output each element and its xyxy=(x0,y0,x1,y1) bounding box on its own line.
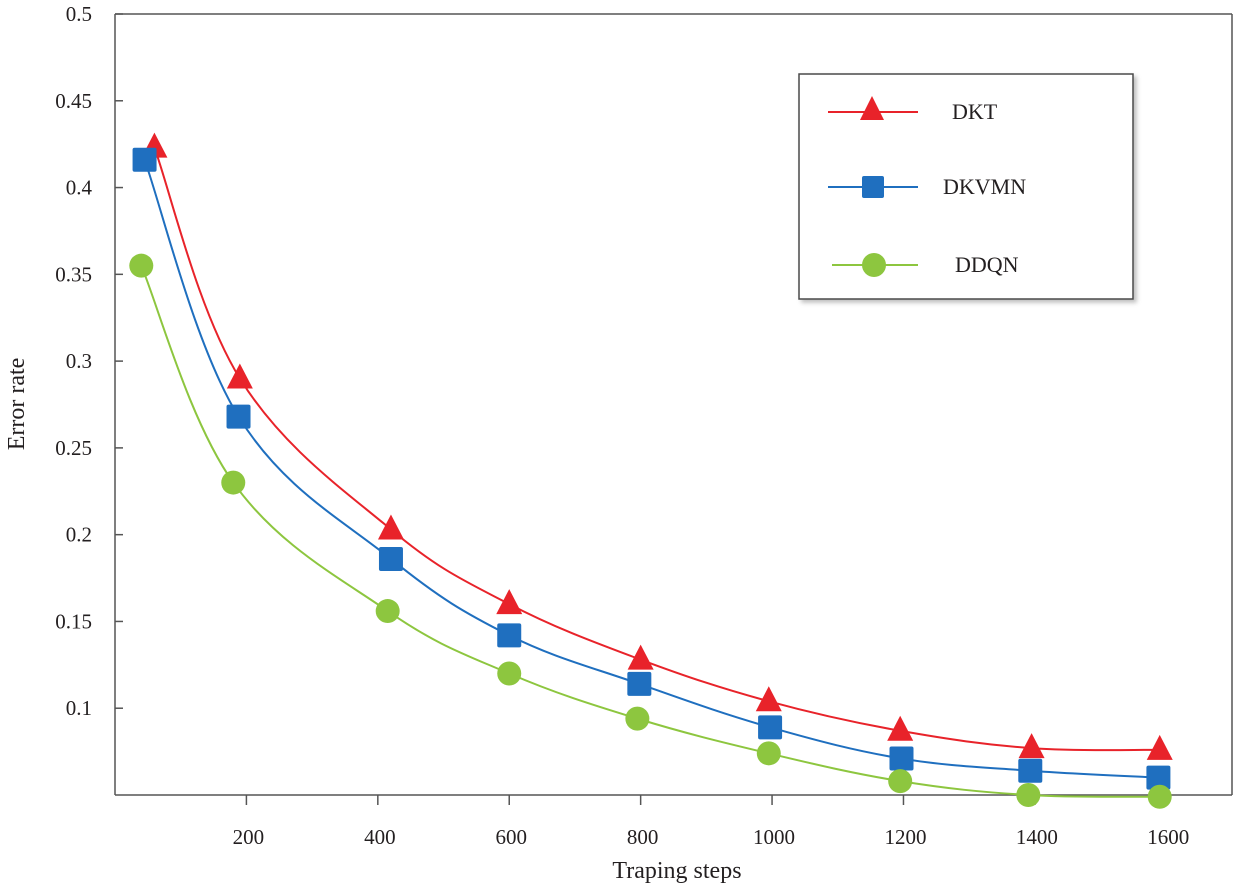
data-point-dkt xyxy=(1146,734,1173,760)
y-tick-label: 0.3 xyxy=(66,349,92,373)
x-axis-title: Traping steps xyxy=(612,858,741,884)
x-tick-label: 400 xyxy=(364,825,396,849)
series-layer xyxy=(129,132,1173,809)
data-point-dkt xyxy=(226,363,253,389)
y-tick-label: 0.45 xyxy=(55,89,92,113)
legend-label-ddqn: DDQN xyxy=(955,252,1019,277)
data-point-dkvmn xyxy=(889,746,914,771)
data-point-ddqn xyxy=(756,741,781,766)
x-tick-label: 1600 xyxy=(1147,825,1189,849)
legend-item-dkvmn: DKVMN xyxy=(828,174,1026,199)
legend-label-dkt: DKT xyxy=(952,99,998,124)
data-point-ddqn xyxy=(1016,783,1041,807)
x-tick-label: 1200 xyxy=(884,825,926,849)
data-point-ddqn xyxy=(625,706,650,731)
data-point-dkt xyxy=(755,686,782,712)
data-point-dkvmn xyxy=(1018,758,1043,783)
x-tick-label: 600 xyxy=(495,825,527,849)
data-point-dkt xyxy=(377,514,404,540)
y-ticks: 0.1 0.15 0.2 0.25 0.3 0.35 0.4 0.45 0.5 xyxy=(55,2,123,720)
data-point-dkt xyxy=(496,589,523,615)
data-point-dkvmn xyxy=(627,671,652,696)
legend-item-ddqn: DDQN xyxy=(832,252,1019,277)
data-point-dkvmn xyxy=(1146,765,1171,790)
data-point-dkt xyxy=(887,715,914,741)
data-point-ddqn xyxy=(375,599,400,624)
y-tick-label: 0.1 xyxy=(66,696,92,720)
y-tick-label: 0.4 xyxy=(66,176,93,200)
data-point-ddqn xyxy=(129,253,154,278)
x-tick-label: 1400 xyxy=(1016,825,1058,849)
x-tick-label: 200 xyxy=(233,825,265,849)
legend-marker-ddqn xyxy=(862,253,886,277)
y-tick-label: 0.2 xyxy=(66,523,92,547)
y-tick-label: 0.15 xyxy=(55,609,92,633)
data-point-ddqn xyxy=(1147,784,1172,809)
data-point-dkt xyxy=(627,644,654,670)
legend-marker-dkt xyxy=(860,96,884,120)
x-tick-label: 1000 xyxy=(753,825,795,849)
legend-marker-dkvmn xyxy=(862,176,884,198)
x-ticks: 200 400 600 800 1000 1200 1400 1600 xyxy=(233,795,1189,849)
y-axis-title: Error rate xyxy=(4,358,30,451)
data-point-dkvmn xyxy=(758,715,783,740)
data-point-ddqn xyxy=(221,470,246,495)
data-point-ddqn xyxy=(497,661,522,686)
x-tick-label: 800 xyxy=(627,825,659,849)
data-point-dkvmn xyxy=(378,546,403,571)
data-point-ddqn xyxy=(888,769,913,794)
y-tick-label: 0.5 xyxy=(66,2,92,26)
data-point-dkt xyxy=(1018,733,1045,759)
series-line-dkt xyxy=(153,147,1160,752)
y-tick-label: 0.35 xyxy=(55,262,92,286)
y-tick-label: 0.25 xyxy=(55,436,92,460)
data-point-dkvmn xyxy=(132,147,157,172)
legend-label-dkvmn: DKVMN xyxy=(943,174,1026,199)
legend-item-dkt: DKT xyxy=(828,96,998,124)
series-line-ddqn xyxy=(140,265,1160,798)
data-point-dkvmn xyxy=(497,623,522,648)
data-point-dkvmn xyxy=(226,404,251,429)
legend: DKT DKVMN DDQN xyxy=(798,73,1134,300)
